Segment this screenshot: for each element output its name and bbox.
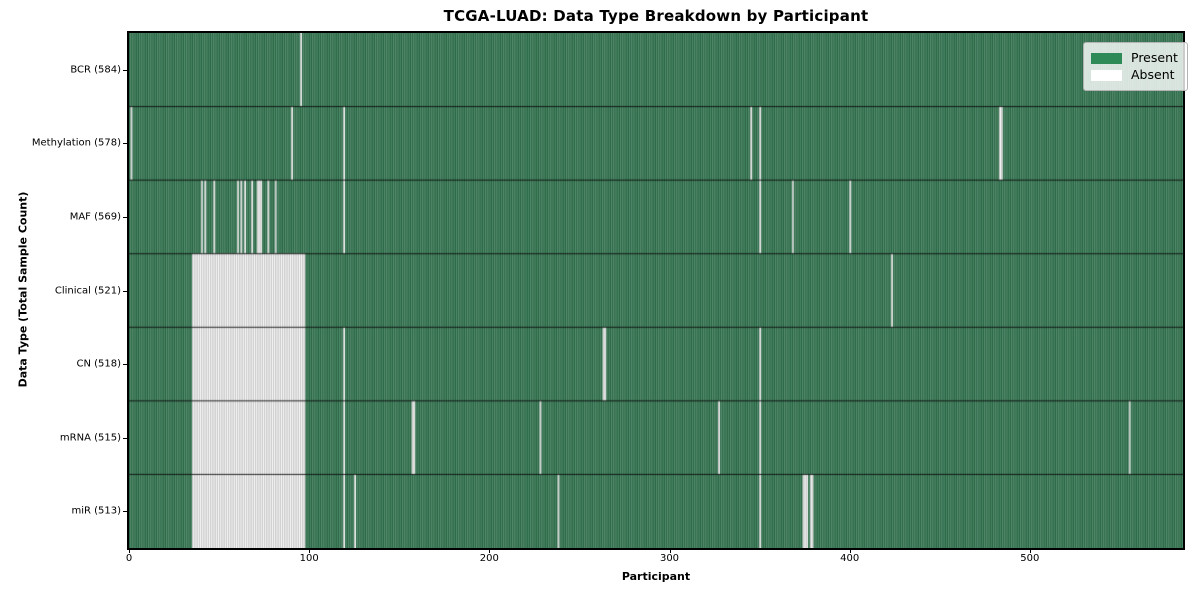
x-tick-label: 300 xyxy=(659,553,680,564)
legend-item-present: Present xyxy=(1091,50,1178,66)
heatmap-canvas xyxy=(127,31,1185,550)
y-tick-mark xyxy=(123,69,127,71)
x-tick-mark xyxy=(849,549,851,553)
x-tick-label: 500 xyxy=(1020,553,1040,564)
y-tick-mark xyxy=(123,143,127,145)
x-axis-title: Participant xyxy=(621,570,691,583)
x-tick-label: 100 xyxy=(299,553,319,564)
y-tick-label: MAF (569) xyxy=(69,211,121,223)
y-tick-label: mRNA (515) xyxy=(59,432,121,444)
y-tick-mark xyxy=(123,216,127,218)
x-tick-mark xyxy=(129,549,130,553)
chart-title: TCGA-LUAD: Data Type Breakdown by Partic… xyxy=(443,7,869,25)
y-tick-mark xyxy=(123,437,127,439)
x-tick-label: 400 xyxy=(840,553,860,564)
y-tick-label: Methylation (578) xyxy=(31,137,121,149)
absent-swatch-icon xyxy=(1091,69,1122,81)
legend-item-absent: Absent xyxy=(1091,67,1178,83)
present-swatch-icon xyxy=(1091,52,1122,64)
legend-label-present: Present xyxy=(1131,50,1178,65)
y-tick-label: CN (518) xyxy=(76,358,121,370)
x-tick-label: 0 xyxy=(125,553,133,564)
x-tick-mark xyxy=(669,549,671,553)
x-tick-label: 200 xyxy=(479,553,499,564)
legend-label-absent: Absent xyxy=(1131,67,1175,82)
legend: Present Absent xyxy=(1083,42,1188,91)
y-tick-label: BCR (584) xyxy=(70,64,121,76)
x-tick-mark xyxy=(1029,549,1031,553)
y-tick-mark xyxy=(123,364,127,366)
y-tick-label: Clinical (521) xyxy=(54,285,121,296)
y-tick-label: miR (513) xyxy=(71,505,121,517)
y-tick-mark xyxy=(123,511,127,513)
y-tick-mark xyxy=(123,290,127,292)
x-tick-mark xyxy=(309,549,311,553)
x-tick-mark xyxy=(489,549,491,553)
